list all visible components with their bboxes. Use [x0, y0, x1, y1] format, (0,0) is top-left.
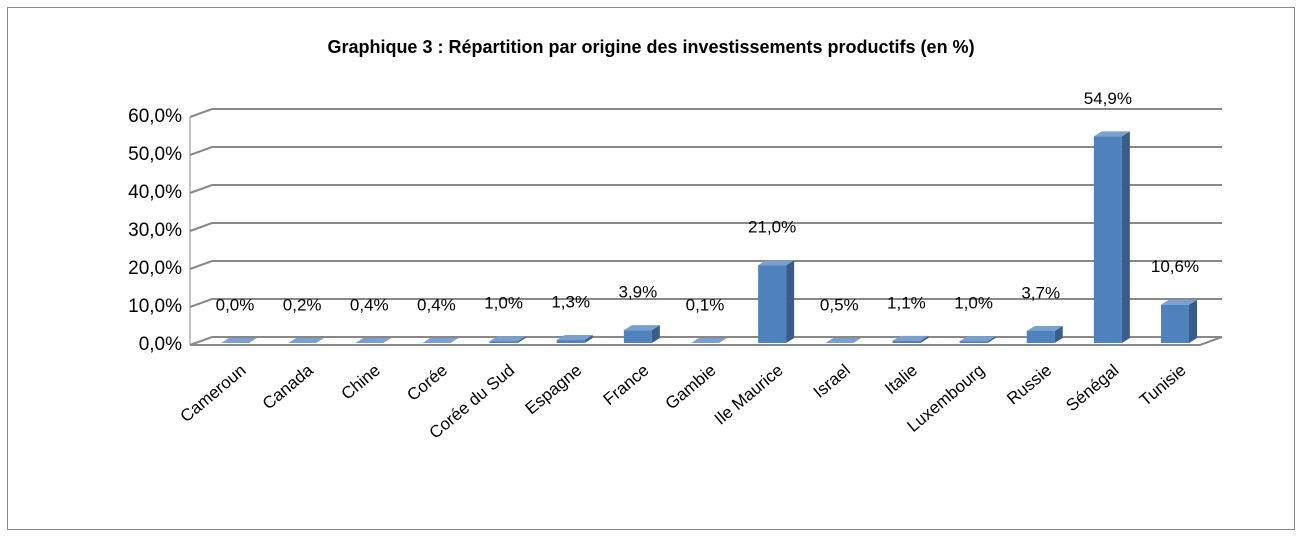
grid-line [189, 108, 1222, 118]
bar [1161, 304, 1189, 343]
grid-line [189, 146, 1222, 156]
bar-side [651, 325, 660, 343]
grid-line [189, 184, 1222, 194]
chart-frame [7, 7, 1295, 530]
bar-side [1189, 299, 1197, 343]
bar-top [691, 338, 727, 343]
bar-top [355, 338, 392, 343]
bar-side [786, 260, 795, 343]
bar-top [959, 336, 996, 342]
value-label: 0,5% [820, 295, 859, 314]
grid-line [189, 260, 1222, 270]
y-tick-label: 40,0% [128, 182, 182, 203]
bar-side [517, 336, 526, 343]
value-label: 54,9% [1084, 89, 1132, 108]
bar-top [489, 336, 526, 342]
bar-side [1121, 131, 1130, 343]
y-tick-label: 60,0% [128, 106, 182, 127]
bar-side [920, 335, 929, 343]
value-label: 1,0% [954, 294, 993, 313]
grid-line [189, 222, 1222, 232]
bar-top [221, 338, 257, 343]
bar-top [892, 335, 929, 341]
y-tick-label: 10,0% [128, 296, 182, 317]
chart-title: Graphique 3 : Répartition par origine de… [327, 37, 974, 57]
bar-side [1054, 325, 1063, 343]
value-label: 1,3% [551, 293, 590, 312]
value-label: 21,0% [748, 218, 796, 237]
bar [623, 330, 652, 343]
value-label: 0,2% [283, 295, 322, 314]
value-label: 10,6% [1151, 257, 1199, 276]
bar [758, 265, 787, 343]
bar-side [584, 335, 593, 343]
bar-side [987, 336, 996, 343]
value-label: 3,9% [618, 283, 657, 302]
value-label: 0,0% [216, 295, 255, 314]
bar-top [623, 325, 660, 331]
bar [489, 341, 518, 343]
bar-top [422, 338, 459, 343]
y-tick-label: 20,0% [128, 258, 182, 279]
value-label: 0,4% [350, 295, 389, 314]
floor [190, 336, 1223, 346]
bar-top [1093, 131, 1130, 137]
y-tick-label: 0,0% [139, 334, 182, 355]
bar [892, 340, 921, 343]
bar [959, 341, 988, 343]
bar-top [758, 260, 795, 266]
bar-top [1161, 299, 1197, 305]
bar-top [825, 338, 862, 343]
bar-top [556, 335, 593, 341]
bar [556, 340, 585, 343]
bar-top [288, 338, 325, 343]
value-label: 0,4% [417, 295, 456, 314]
value-label: 3,7% [1021, 283, 1060, 302]
bar [1026, 330, 1055, 343]
y-tick-label: 50,0% [128, 144, 182, 165]
bar-top [1026, 325, 1063, 331]
y-tick-label: 30,0% [128, 220, 182, 241]
grid-line [189, 336, 1222, 346]
bar [1093, 136, 1122, 343]
value-label: 1,0% [484, 294, 523, 313]
value-label: 0,1% [686, 295, 725, 314]
value-label: 1,1% [887, 293, 926, 312]
grid-line [189, 298, 1222, 308]
